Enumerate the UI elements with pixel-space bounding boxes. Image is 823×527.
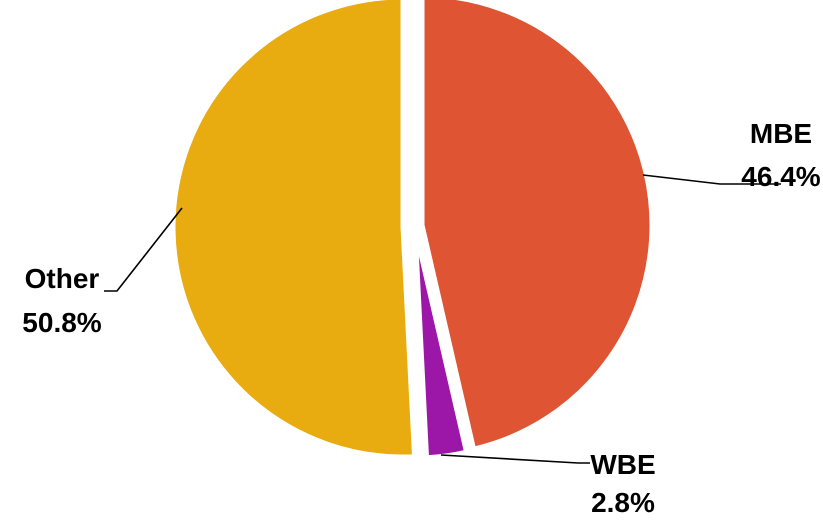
pie-slice-other [170,0,418,460]
leader-line-other [104,207,183,292]
leader-line-mbe [642,174,781,185]
data-label-wbe-value: 2.8% [591,487,655,518]
data-label-other-name: Other [25,263,100,294]
data-label-wbe-name: WBE [590,449,655,480]
leader-lines [104,174,781,464]
pie-slice-mbe [419,0,655,452]
data-label-mbe-name: MBE [750,118,812,149]
pie-slices [170,0,655,461]
data-label-mbe-value: 46.4% [741,161,820,192]
leader-line-wbe [440,454,590,464]
data-labels: MBE 46.4% WBE 2.8% Other 50.8% [22,118,820,518]
data-label-other-value: 50.8% [22,307,101,338]
